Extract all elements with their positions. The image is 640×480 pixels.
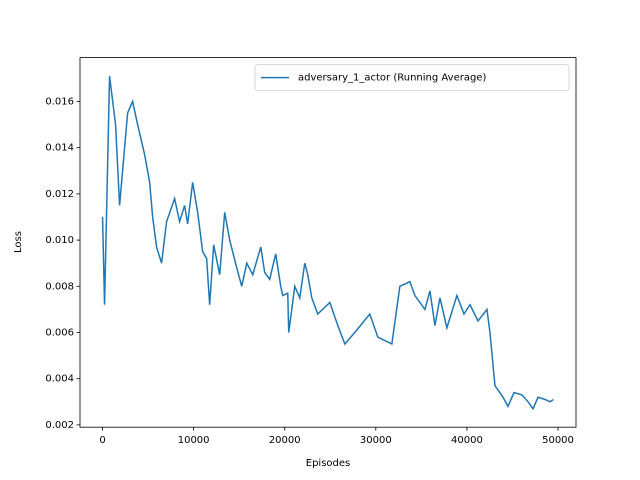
legend-label: adversary_1_actor (Running Average) xyxy=(298,73,486,84)
y-tick-label: 0.008 xyxy=(45,281,74,292)
y-axis-label: Loss xyxy=(13,231,24,253)
x-axis-label: Episodes xyxy=(306,458,350,469)
y-tick-label: 0.010 xyxy=(45,235,74,246)
y-tick-label: 0.002 xyxy=(45,420,74,431)
x-tick-label: 30000 xyxy=(360,435,392,446)
y-tick-label: 0.004 xyxy=(45,374,74,385)
x-tick-label: 0 xyxy=(99,435,105,446)
x-tick-label: 40000 xyxy=(451,435,483,446)
plot-frame xyxy=(79,57,577,428)
y-tick-label: 0.012 xyxy=(45,189,74,200)
legend-box xyxy=(254,64,570,91)
y-tick-label: 0.014 xyxy=(45,143,74,154)
x-tick-label: 20000 xyxy=(269,435,301,446)
x-tick-label: 50000 xyxy=(542,435,574,446)
data-line xyxy=(101,75,554,411)
y-tick-label: 0.016 xyxy=(45,96,74,107)
x-tick-label: 10000 xyxy=(178,435,210,446)
y-tick-label: 0.006 xyxy=(45,327,74,338)
